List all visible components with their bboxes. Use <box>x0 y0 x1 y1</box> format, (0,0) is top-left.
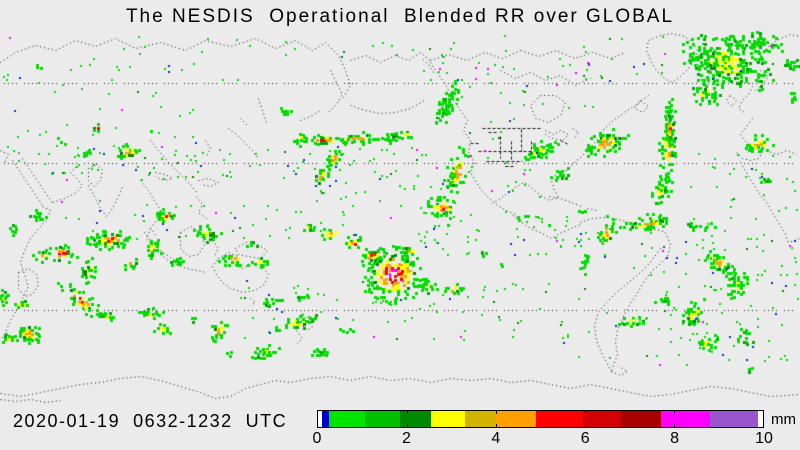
colorbar-segment <box>620 411 661 427</box>
colorbar-tickmark <box>407 424 408 427</box>
colorbar-segment <box>495 411 536 427</box>
colorbar <box>317 410 764 428</box>
colorbar-tickmark <box>496 424 497 427</box>
colorbar-segment <box>536 411 583 427</box>
colorbar-scale: 0 2 4 6 8 10 <box>313 430 773 448</box>
colorbar-tick-label: 0 <box>312 430 322 447</box>
colorbar-tickmark <box>585 424 586 427</box>
colorbar-tick-label: 4 <box>491 430 501 447</box>
colorbar-tick-label: 10 <box>755 430 773 447</box>
colorbar-tickmark <box>496 411 497 414</box>
colorbar-tickmark <box>674 424 675 427</box>
colorbar-segment <box>364 411 401 427</box>
colorbar-segment <box>318 411 323 427</box>
colorbar-tick-label: 6 <box>580 430 590 447</box>
page-title: The NESDIS Operational Blended RR over G… <box>125 6 675 27</box>
colorbar-segment <box>660 411 710 427</box>
colorbar-segment <box>709 411 759 427</box>
colorbar-tickmark <box>407 411 408 414</box>
colorbar-segment <box>582 411 621 427</box>
colorbar-tick-label: 2 <box>401 430 411 447</box>
colorbar-tickmark <box>585 411 586 414</box>
colorbar-segment <box>329 411 365 427</box>
colorbar-gradient <box>318 411 763 427</box>
colorbar-segment <box>758 411 763 427</box>
colorbar-tickmark <box>674 411 675 414</box>
timestamp-label: 2020-01-19 0632-1232 UTC <box>13 411 288 431</box>
colorbar-segment <box>400 411 432 427</box>
colorbar-segment <box>464 411 496 427</box>
colorbar-segment <box>322 411 330 427</box>
colorbar-segment <box>431 411 465 427</box>
colorbar-unit-label: mm <box>771 411 796 428</box>
colorbar-tick-label: 8 <box>670 430 680 447</box>
